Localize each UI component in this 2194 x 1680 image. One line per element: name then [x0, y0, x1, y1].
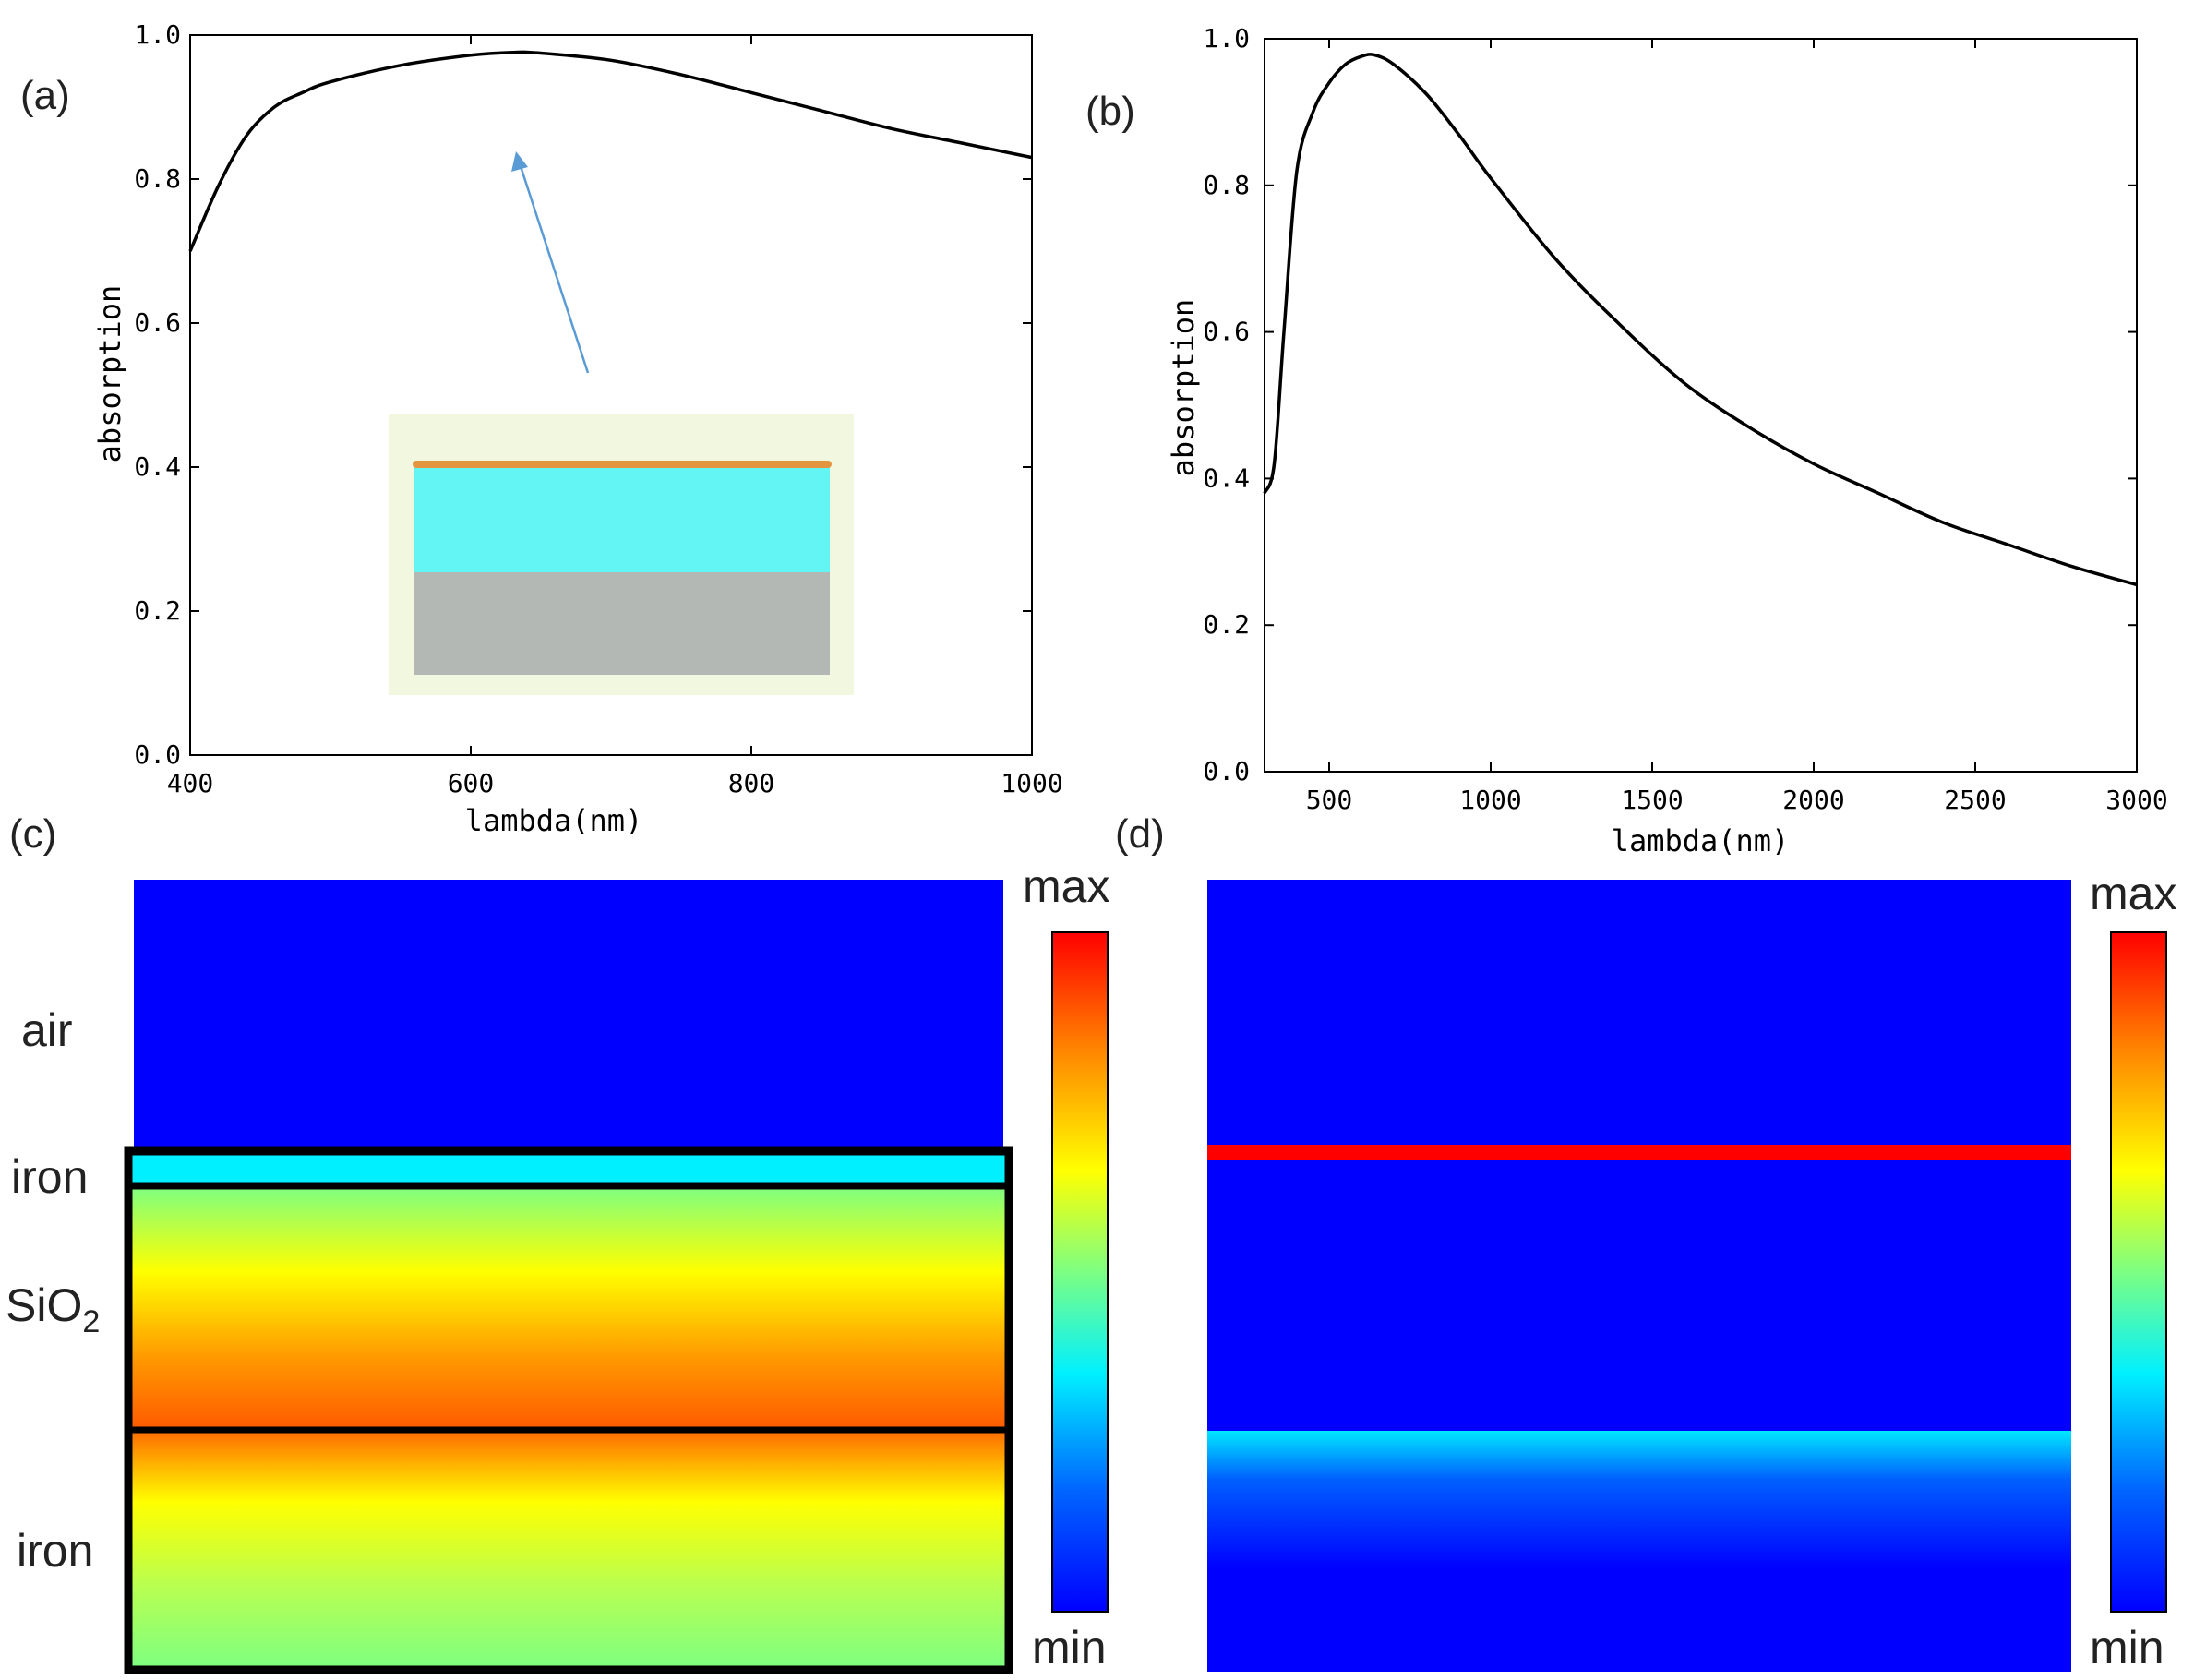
- inset-arrow-head: [511, 151, 528, 172]
- field-d-lower-gradient: [1207, 1431, 2071, 1569]
- panel-c-label: (c): [9, 811, 56, 857]
- layer-label-iron-bottom: iron: [17, 1525, 93, 1577]
- panel-a-ytick-label: 1.0: [134, 19, 181, 50]
- panel-a-ylabel: absorption: [92, 285, 127, 463]
- panel-b-xlabel: lambda(nm): [1612, 823, 1790, 858]
- panel-a-ytick-label: 0.0: [134, 739, 181, 770]
- panel-a-ytick-label: 0.4: [134, 451, 181, 482]
- inset-metal-layer: [413, 461, 832, 468]
- panel-b: (b) 500 1000 1500 2000 2500 3000 0.0 0.2 0.4 0.6 0…: [1085, 23, 2168, 858]
- panel-b-ticks: 500 1000 1500 2000 2500 3000 0.0 0.2 0.4 0.6 0.8 1.…: [1203, 23, 2167, 815]
- panel-b-ytick-label: 0.8: [1203, 170, 1250, 200]
- colorbar-d: [2110, 931, 2167, 1613]
- field-air-region: [134, 880, 1003, 1147]
- panel-b-xtick-label: 500: [1306, 785, 1353, 815]
- panel-a-xtick-label: 800: [728, 768, 775, 798]
- panel-b-ytick-label: 1.0: [1203, 23, 1250, 54]
- panel-b-xtick-label: 3000: [2105, 785, 2167, 815]
- panel-a-ticks: 400 600 800 1000 0.0 0.2 0.4 0.6 0.8 1.0: [134, 19, 1062, 798]
- inset-substrate-layer: [414, 572, 830, 675]
- layer-label-sio2: SiO2: [6, 1279, 100, 1339]
- panel-b-ylabel: absorption: [1166, 299, 1201, 477]
- panel-b-absorption-line: [1263, 53, 2138, 587]
- panel-a-label: (a): [20, 73, 70, 118]
- panel-b-label: (b): [1085, 89, 1135, 134]
- inset-arrow-shaft: [518, 162, 590, 374]
- field-sio2-layer: [132, 1186, 1005, 1430]
- panel-c: (c) air iron SiO2 iron max min: [6, 811, 1109, 1674]
- panel-b-xtick-label: 2500: [1944, 785, 2006, 815]
- panel-a-xtick-label: 1000: [1001, 768, 1062, 798]
- panel-b-frame: [1264, 38, 2138, 773]
- panel-d: (d) max min: [1115, 811, 2176, 1674]
- panel-a-xtick-label: 600: [448, 768, 495, 798]
- colorbar-c-min-label: min: [1032, 1622, 1107, 1674]
- field-iron-bottom-layer: [132, 1430, 1005, 1670]
- panel-a-absorption-line: [188, 50, 1033, 252]
- panel-a-ytick-label: 0.8: [134, 163, 181, 194]
- layer-label-iron-top: iron: [11, 1151, 88, 1203]
- panel-b-xtick-label: 2000: [1782, 785, 1844, 815]
- panel-a-ytick-label: 0.6: [134, 307, 181, 338]
- panel-b-ytick-label: 0.4: [1203, 462, 1250, 493]
- layer-label-air: air: [21, 1004, 73, 1056]
- panel-b-xtick-label: 1500: [1621, 785, 1683, 815]
- colorbar-c-max-label: max: [1023, 860, 1109, 912]
- colorbar-c: [1051, 931, 1109, 1613]
- panel-a-inset: [389, 414, 854, 695]
- inset-dielectric-layer: [414, 466, 830, 572]
- panel-b-xtick-label: 1000: [1459, 785, 1521, 815]
- structure-outline: [124, 1146, 1013, 1674]
- panel-a-xtick-label: 400: [167, 768, 214, 798]
- panel-a: (a) 400 600 800 1000 0.0 0.2 0.4 0.6 0.8 1.0 lamb…: [20, 19, 1063, 838]
- panel-a-frame: [189, 34, 1033, 756]
- panel-d-label: (d): [1115, 811, 1165, 857]
- colorbar-d-min-label: min: [2090, 1622, 2164, 1674]
- colorbar-d-max-label: max: [2090, 868, 2176, 919]
- panel-a-xlabel: lambda(nm): [465, 803, 643, 838]
- panel-a-ytick-label: 0.2: [134, 595, 181, 626]
- panel-b-ytick-label: 0.0: [1203, 756, 1250, 786]
- panel-b-ytick-label: 0.6: [1203, 317, 1250, 347]
- field-d-hotspot-line: [1207, 1145, 2071, 1160]
- panel-b-ytick-label: 0.2: [1203, 609, 1250, 640]
- field-iron-top-layer: [132, 1151, 1005, 1186]
